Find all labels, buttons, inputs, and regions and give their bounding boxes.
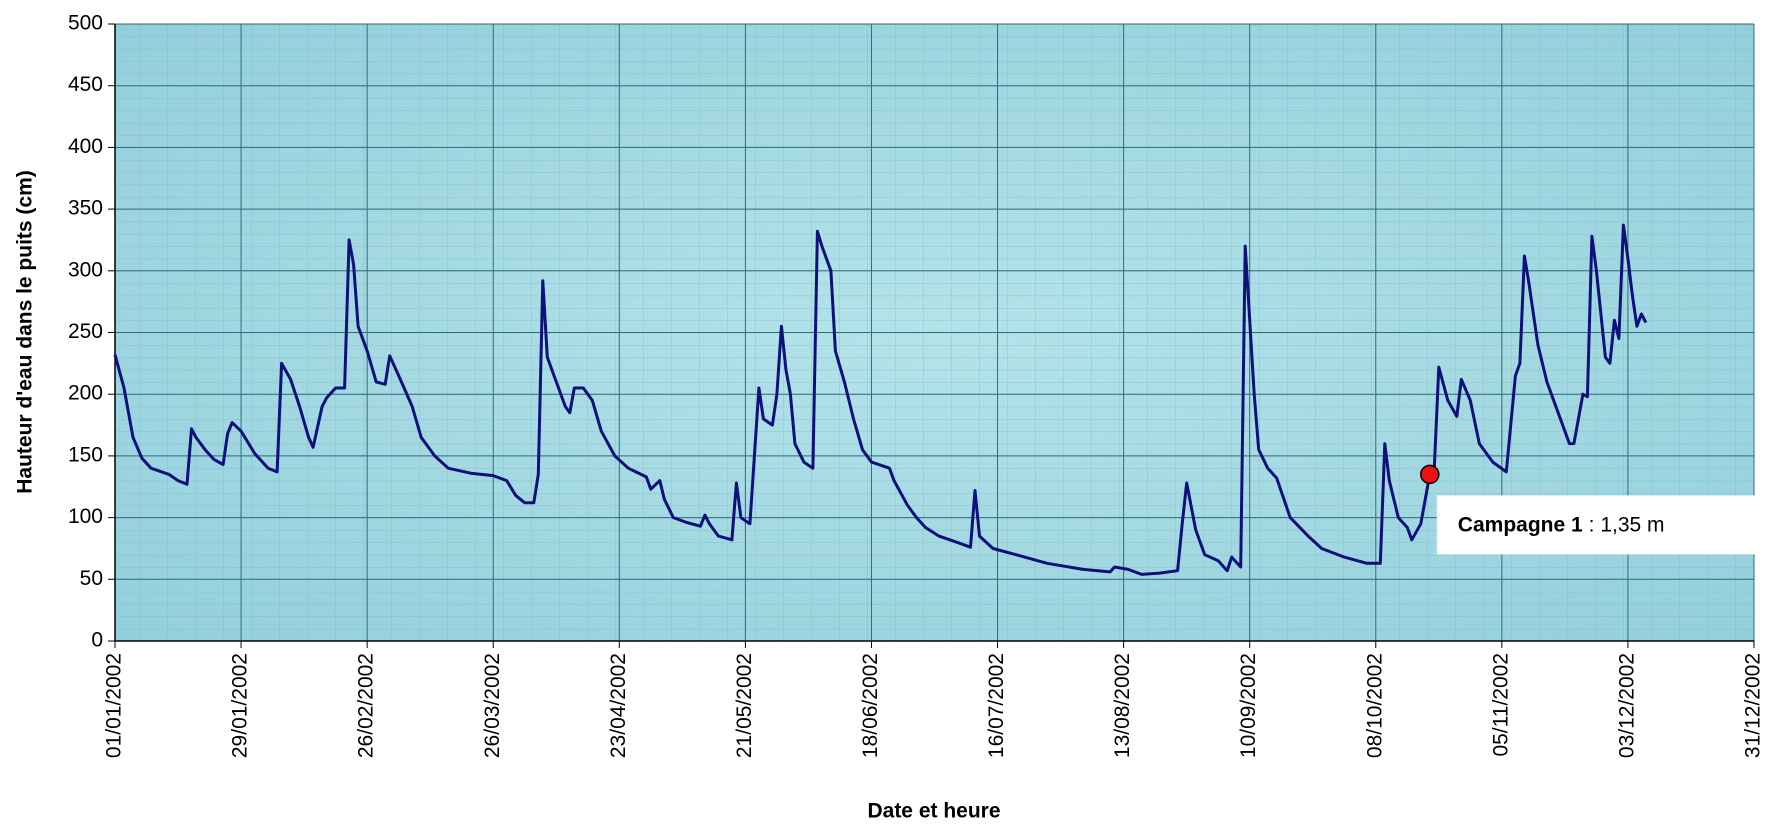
annotation-text: Campagne 1 : 1,35 m [1458,513,1665,536]
y-axis-title: Hauteur d'eau dans le puits (cm) [14,170,37,494]
x-tick-label: 05/11/2002 [1489,653,1512,757]
y-tick-label: 0 [91,629,103,652]
annotation-bold: Campagne 1 [1458,513,1583,536]
x-tick-label: 18/06/2002 [859,653,882,758]
x-tick-label: 26/03/2002 [481,653,504,758]
annotation-marker [1420,464,1440,485]
x-tick-label: 16/07/2002 [985,653,1008,758]
x-tick-label: 29/01/2002 [229,653,252,758]
x-tick-label: 03/12/2002 [1615,653,1638,758]
y-tick-label: 150 [68,443,103,466]
x-tick-label: 31/12/2002 [1742,653,1765,758]
y-tick-label: 500 [68,12,103,35]
y-tick-label: 100 [68,505,103,528]
x-tick-label: 13/08/2002 [1111,653,1134,758]
x-axis-title: Date et heure [867,800,1000,823]
y-tick-label: 300 [68,258,103,281]
x-tick-label: 08/10/2002 [1363,653,1386,758]
y-tick-label: 200 [68,382,103,405]
x-tick-label: 23/04/2002 [607,653,630,758]
y-tick-label: 400 [68,135,103,158]
x-tick-label: 21/05/2002 [733,653,756,758]
x-tick-label: 01/01/2002 [103,653,126,758]
annotation-label: : 1,35 m [1589,513,1665,536]
x-tick-label: 26/02/2002 [355,653,378,758]
y-tick-label: 250 [68,320,103,343]
y-tick-label: 350 [68,197,103,220]
data-line [113,223,1648,576]
y-tick-label: 450 [68,73,103,96]
annotation-box [1436,495,1755,555]
y-tick-label: 50 [80,567,103,590]
x-tick-label: 10/09/2002 [1237,653,1260,758]
